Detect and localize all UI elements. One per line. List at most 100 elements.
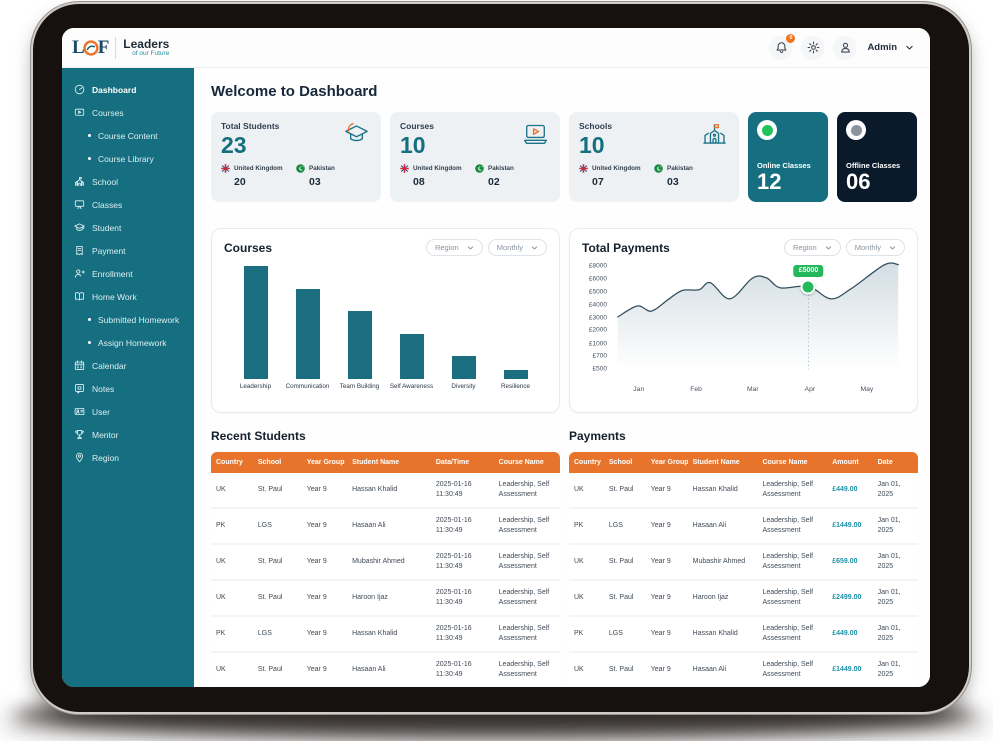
- table-cell: Leadership, Self Assessment: [493, 545, 560, 581]
- bullet-icon: [88, 134, 91, 137]
- table-row: PK LGS Year 9 Hassan Khalid 2025-01-16 11:30…: [211, 617, 560, 653]
- table-cell: UK: [211, 545, 253, 581]
- table-cell: Leadership, Self Assessment: [757, 473, 828, 509]
- sidebar-item-course-library[interactable]: Course Library: [62, 147, 194, 170]
- sidebar-item-home-work[interactable]: Home Work: [62, 285, 194, 308]
- sidebar-item-label: Submitted Homework: [98, 314, 180, 325]
- notifications-button[interactable]: 0: [769, 33, 796, 60]
- sidebar-item-classes[interactable]: Classes: [62, 193, 194, 216]
- recent-students-section: Recent Students Country School Year Group S…: [211, 429, 560, 687]
- sidebar-item-region[interactable]: Region: [62, 446, 194, 469]
- user-avatar[interactable]: [833, 35, 858, 60]
- payments-chart-card: Total Payments Region Monthly: [569, 228, 918, 413]
- table-cell: PK: [211, 617, 253, 653]
- logo-letter-f: F: [97, 36, 110, 58]
- table-row: UK St. Paul Year 9 Hassan Khalid Leadership,…: [569, 473, 918, 509]
- x-axis: Jan Feb Mar Apr May: [614, 386, 902, 398]
- table-cell: £449.00: [827, 473, 873, 509]
- class-card-value: 06: [846, 168, 871, 194]
- table-cell: LGS: [252, 617, 302, 653]
- bar-leadership: Leadership: [234, 264, 278, 398]
- table-cell: LGS: [603, 617, 646, 653]
- admin-menu[interactable]: Admin: [867, 42, 897, 53]
- bar-self-awareness: Self Awareness: [390, 264, 434, 398]
- table-cell: Jan 01, 2025: [872, 473, 918, 509]
- x-axis-label: Mar: [746, 386, 759, 393]
- payments-region-filter[interactable]: Region: [783, 239, 841, 256]
- uk-flag-icon: [579, 164, 588, 174]
- sidebar-item-user[interactable]: User: [62, 400, 194, 423]
- table-cell: PK: [569, 617, 604, 653]
- sidebar-item-course-content[interactable]: Course Content: [62, 124, 194, 147]
- payment-icon: [76, 245, 83, 256]
- y-axis-label: £8000: [588, 262, 607, 270]
- table-row: PK LGS Year 9 Hasaan Ali Leadership, Self As…: [569, 509, 918, 545]
- bar: [347, 311, 372, 379]
- status-dot-icon: [846, 120, 866, 140]
- charts-row: Courses Region Monthly: [211, 228, 918, 413]
- table-cell: Leadership, Self Assessment: [493, 617, 560, 653]
- table-cell: UK: [211, 581, 253, 617]
- school-icon: [75, 177, 84, 186]
- table-cell: UK: [569, 545, 604, 581]
- bar-label: Resilience: [500, 383, 531, 390]
- lof-o-icon: [83, 39, 99, 56]
- table-cell: UK: [569, 581, 604, 617]
- table-cell: Haroon Ijaz: [347, 581, 431, 617]
- student-icon: [74, 223, 85, 231]
- lof-logo: L F: [72, 36, 110, 59]
- sidebar-item-courses[interactable]: Courses: [62, 101, 194, 124]
- sidebar-item-school[interactable]: School: [62, 170, 194, 193]
- table-cell: Year 9: [301, 617, 348, 653]
- table-cell: St. Paul: [252, 545, 302, 581]
- logo-subtitle: of our Future: [132, 49, 170, 57]
- sidebar-item-label: Assign Homework: [98, 337, 167, 348]
- courses-chart-title: Courses: [224, 240, 273, 255]
- sidebar-item-student[interactable]: Student: [62, 216, 194, 239]
- chevron-down-icon[interactable]: [905, 43, 914, 52]
- dashboard-icon: [74, 84, 85, 95]
- sidebar-item-calendar[interactable]: Calendar: [62, 354, 194, 377]
- settings-button[interactable]: [801, 35, 826, 60]
- stat-title: Schools: [579, 121, 613, 131]
- payments-table: Country School Year Group Student Name Cours…: [569, 452, 918, 687]
- table-row: UK St. Paul Year 9 Hasaan Ali 2025-01-16 11:…: [211, 653, 560, 687]
- stat-card-total-students: Total Students 23 United Kingdom 20 Pakistan…: [211, 112, 381, 202]
- logo-text: Leaders of our Future: [123, 38, 169, 58]
- pakistan-flag-icon: [654, 164, 663, 173]
- table-cell: St. Paul: [603, 581, 646, 617]
- column-header: Course Name: [493, 452, 560, 473]
- table-cell: Year 9: [645, 581, 688, 617]
- sidebar-item-dashboard[interactable]: Dashboard: [62, 78, 194, 101]
- table-cell: St. Paul: [603, 473, 646, 509]
- table-cell: Mubashir Ahmed: [347, 545, 431, 581]
- table-cell: St. Paul: [603, 653, 646, 687]
- table-cell: Hassan Khalid: [687, 617, 758, 653]
- table-cell: Hasaan Ali: [347, 509, 431, 545]
- table-row: UK St. Paul Year 9 Haroon Ijaz Leadership, S…: [569, 581, 918, 617]
- header-actions: 0 Admin: [769, 33, 930, 60]
- highlight-badge: £5000: [793, 264, 824, 277]
- column-header: School: [252, 452, 302, 473]
- sidebar-item-enrollment[interactable]: Enrollment: [62, 262, 194, 285]
- sidebar-item-mentor[interactable]: Mentor: [62, 423, 194, 446]
- sidebar-item-assign-homework[interactable]: Assign Homework: [62, 331, 194, 354]
- courses-period-filter[interactable]: Monthly: [487, 239, 547, 256]
- sidebar-item-label: Mentor: [92, 429, 119, 440]
- sidebar-item-payment[interactable]: Payment: [62, 239, 194, 262]
- sidebar-item-label: Payment: [92, 245, 126, 256]
- sidebar-item-label: Student: [92, 222, 122, 233]
- table-cell: £659.00: [827, 545, 873, 581]
- logo-divider: [115, 36, 117, 59]
- area-chart-svg: [617, 262, 899, 370]
- sidebar-item-label: School: [92, 176, 118, 187]
- mentor-icon: [75, 430, 84, 439]
- sidebar-item-submitted-homework[interactable]: Submitted Homework: [62, 308, 194, 331]
- stat-title: Total Students: [221, 121, 280, 131]
- sidebar-item-label: Classes: [92, 199, 123, 210]
- sidebar-item-notes[interactable]: Notes: [62, 377, 194, 400]
- graduation-icon: [345, 123, 368, 142]
- courses-region-filter[interactable]: Region: [425, 239, 483, 256]
- payments-period-filter[interactable]: Monthly: [845, 239, 905, 256]
- bar-communication: Communication: [286, 264, 330, 398]
